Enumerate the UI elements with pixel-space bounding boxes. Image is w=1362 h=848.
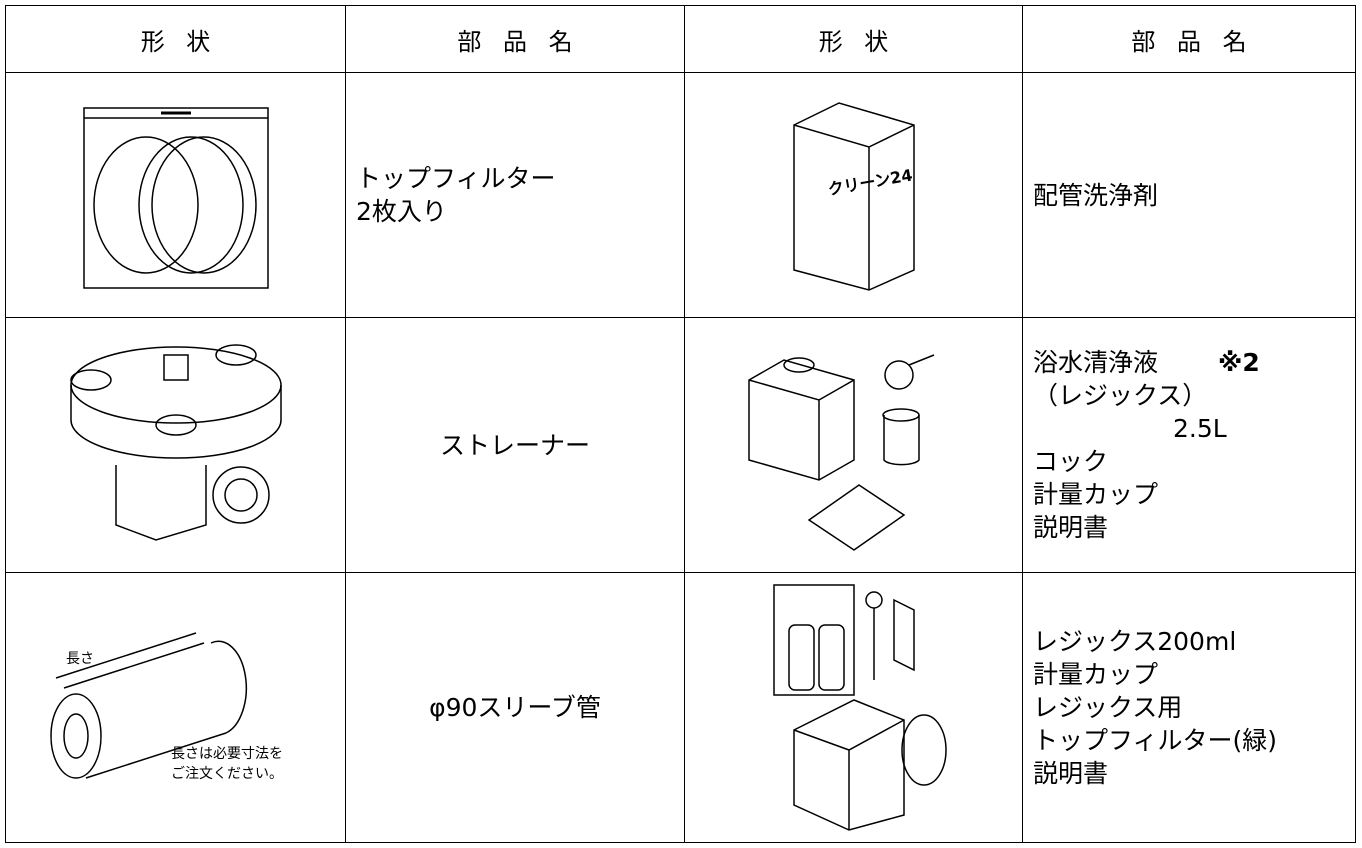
name-cell: 浴水清浄液 ※2 （レジックス） 2.5L コック 計量カップ 説明書 bbox=[1022, 317, 1356, 573]
package-label: クリーン24 bbox=[826, 165, 913, 199]
name-line: コック bbox=[1033, 447, 1109, 476]
image-cell: 長さ 長さは必要寸法を ご注文ください。 bbox=[5, 572, 346, 843]
image-cell bbox=[5, 317, 346, 573]
name-line: トップフィルター bbox=[356, 164, 556, 193]
filter-drawing bbox=[82, 107, 269, 289]
image-cell: クリーン24 bbox=[684, 72, 1023, 318]
name-line: 2.5L bbox=[1173, 414, 1227, 443]
header-cell: 部品名 bbox=[345, 5, 685, 73]
name-line: 2枚入り bbox=[356, 197, 447, 226]
cleaner-kit-drawing bbox=[747, 354, 934, 551]
name-cell: トップフィルター 2枚入り bbox=[345, 72, 685, 318]
name-line: 計量カップ bbox=[1033, 660, 1159, 689]
name-line: レジックス200ml bbox=[1033, 627, 1237, 656]
name-line: 計量カップ bbox=[1033, 480, 1159, 509]
name-cell: レジックス200ml 計量カップ レジックス用 トップフィルター(緑) 説明書 bbox=[1022, 572, 1356, 843]
note-mark: ※2 bbox=[1218, 348, 1260, 377]
image-cell bbox=[684, 572, 1023, 843]
name-line: （レジックス） bbox=[1033, 381, 1208, 410]
image-cell bbox=[684, 317, 1023, 573]
drawing-label: 長さは必要寸法を bbox=[171, 746, 283, 762]
header-row: 形状 部品名 形状 部品名 bbox=[5, 5, 1356, 73]
header-cell: 部品名 bbox=[1022, 5, 1356, 73]
detergent-drawing: クリーン24 bbox=[792, 102, 915, 291]
regix-kit-drawing bbox=[772, 584, 947, 831]
row: 長さ 長さは必要寸法を ご注文ください。 φ90スリーブ管 レジックス200ml… bbox=[5, 572, 1356, 843]
row: トップフィルター 2枚入り クリーン24 配管洗浄剤 bbox=[5, 72, 1356, 318]
name-line: 説明書 bbox=[1033, 759, 1109, 788]
drawing-label: 長さ bbox=[66, 651, 94, 667]
name-cell: 配管洗浄剤 bbox=[1022, 72, 1356, 318]
name-line: 説明書 bbox=[1033, 513, 1109, 542]
name-cell: ストレーナー bbox=[345, 317, 685, 573]
name-line: ストレーナー bbox=[439, 430, 590, 460]
name-line: レジックス用 bbox=[1033, 693, 1183, 722]
header-cell: 形状 bbox=[684, 5, 1023, 73]
name-text: 浴水清浄液 bbox=[1033, 348, 1159, 377]
parts-table: 形状 部品名 形状 部品名 トップフィルター 2枚入り クリーン24 配管洗浄剤… bbox=[5, 5, 1356, 843]
sleeve-drawing: 長さ 長さは必要寸法を ご注文ください。 bbox=[49, 631, 283, 782]
row: ストレーナー 浴水清浄液 ※2 （レジックス） 2.5L コック 計量カップ 説明… bbox=[5, 317, 1356, 573]
name-line: 配管洗浄剤 bbox=[1033, 180, 1159, 210]
name-line: φ90スリーブ管 bbox=[429, 693, 601, 722]
strainer-drawing bbox=[69, 344, 282, 541]
image-cell bbox=[5, 72, 346, 318]
header-cell: 形状 bbox=[5, 5, 346, 73]
document: 形状 部品名 形状 部品名 トップフィルター 2枚入り クリーン24 配管洗浄剤… bbox=[5, 5, 1356, 843]
name-line: トップフィルター(緑) bbox=[1033, 726, 1278, 755]
name-line: 浴水清浄液 ※2 bbox=[1033, 346, 1355, 379]
drawing-label: ご注文ください。 bbox=[171, 766, 283, 782]
name-cell: φ90スリーブ管 bbox=[345, 572, 685, 843]
